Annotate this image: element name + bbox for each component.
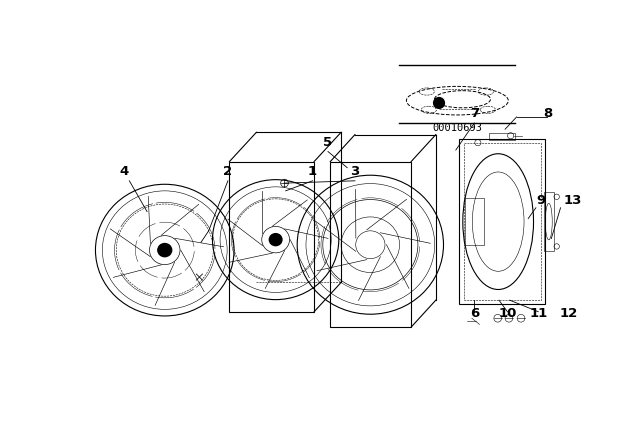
Bar xyxy=(463,143,541,300)
Text: 10: 10 xyxy=(498,307,516,320)
Text: 11: 11 xyxy=(529,307,547,320)
Ellipse shape xyxy=(269,234,282,246)
Text: 00010693: 00010693 xyxy=(433,122,483,133)
Bar xyxy=(330,162,411,327)
Text: 1: 1 xyxy=(308,165,317,178)
Bar xyxy=(543,192,554,251)
Bar xyxy=(230,162,314,312)
Text: 7: 7 xyxy=(470,107,479,120)
Text: 5: 5 xyxy=(323,136,333,149)
Text: 12: 12 xyxy=(559,307,577,320)
Bar xyxy=(489,133,515,140)
Text: 13: 13 xyxy=(564,194,582,207)
Text: 9: 9 xyxy=(536,194,545,207)
Circle shape xyxy=(434,98,444,108)
Text: 4: 4 xyxy=(119,165,129,178)
Text: 3: 3 xyxy=(350,165,360,178)
Bar xyxy=(465,198,484,245)
Text: 6: 6 xyxy=(470,307,479,320)
Ellipse shape xyxy=(158,244,172,257)
Text: 2: 2 xyxy=(223,165,232,178)
Text: 8: 8 xyxy=(543,107,552,120)
Bar xyxy=(459,139,545,304)
